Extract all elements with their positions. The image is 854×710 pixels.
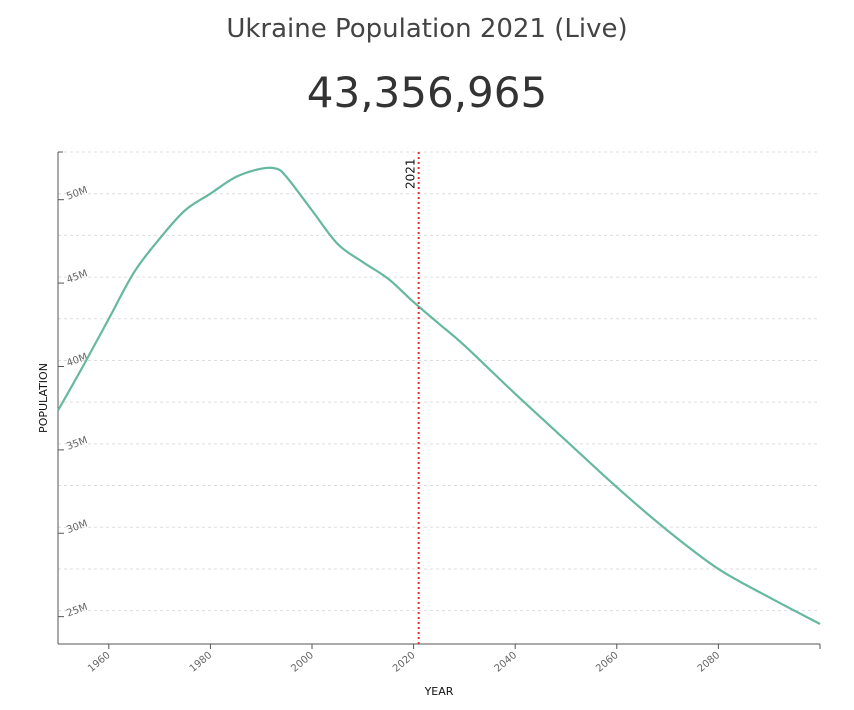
x-tick-label: 2000 bbox=[289, 650, 316, 675]
x-tick-label: 2040 bbox=[493, 650, 520, 675]
x-tick-label: 2060 bbox=[594, 650, 621, 675]
series bbox=[57, 166, 821, 625]
x-tick-label: 1960 bbox=[86, 650, 113, 675]
year-marker: 2021 bbox=[404, 152, 420, 644]
x-tick-label: 2080 bbox=[696, 650, 723, 675]
y-tick-label: 35M bbox=[65, 435, 89, 453]
y-tick-label: 30M bbox=[65, 518, 89, 536]
population-line bbox=[57, 166, 821, 625]
x-tick-label: 1980 bbox=[188, 650, 215, 675]
axes bbox=[57, 151, 821, 649]
grid-lines bbox=[58, 151, 820, 612]
y-tick-label: 50M bbox=[65, 185, 89, 203]
y-tick-label: 25M bbox=[65, 602, 89, 620]
live-population-counter: 43,356,965 bbox=[306, 68, 548, 117]
x-tick-label: 2020 bbox=[391, 650, 418, 675]
y-axis-title: POPULATION bbox=[37, 363, 50, 433]
y-tick-label: 45M bbox=[65, 268, 89, 286]
x-axis-title: YEAR bbox=[424, 685, 454, 698]
current-year-label: 2021 bbox=[404, 158, 418, 189]
page-title: Ukraine Population 2021 (Live) bbox=[226, 14, 628, 44]
